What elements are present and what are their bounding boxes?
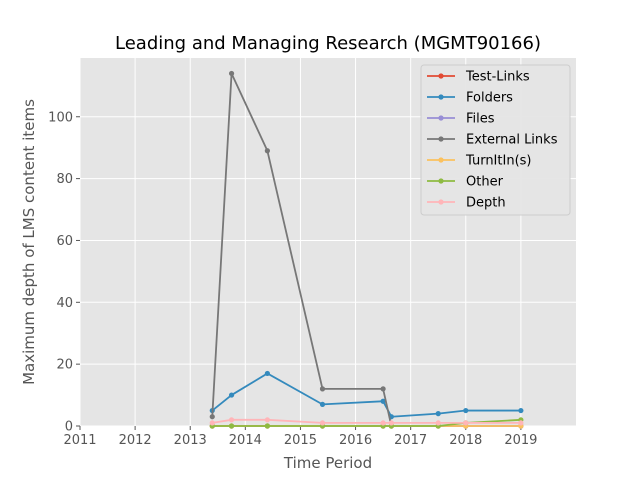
data-point [319, 386, 326, 392]
y-axis-label: Maximum depth of LMS content items [20, 99, 38, 385]
legend-item: TurnItIn(s) [427, 154, 531, 169]
legend-label: Folders [466, 91, 513, 106]
legend-marker [438, 94, 444, 100]
legend-marker [438, 73, 444, 79]
legend-box [420, 64, 571, 216]
legend-item: Depth [427, 196, 506, 211]
y-tick-label: 40 [56, 296, 73, 311]
y-tick-label: 100 [48, 110, 73, 125]
x-tick-label: 2012 [119, 433, 152, 448]
data-point [380, 386, 386, 392]
data-point [435, 420, 441, 426]
y-tick-label: 20 [56, 358, 73, 373]
y-tick-label: 80 [56, 172, 73, 187]
x-tick-label: 2017 [394, 433, 427, 448]
y-tick-label: 60 [56, 234, 73, 249]
legend-item: Folders [427, 91, 513, 106]
legend-label: Depth [466, 196, 506, 211]
x-tick-label: 2013 [174, 433, 207, 448]
series-layer [209, 70, 524, 429]
data-point [228, 70, 235, 77]
data-point [319, 401, 326, 407]
data-point [518, 407, 524, 414]
legend-marker [438, 178, 444, 184]
series-folders [209, 370, 524, 420]
legend-label: TurnItIn(s) [465, 154, 531, 169]
series-depth [209, 417, 524, 426]
data-point [209, 420, 215, 426]
data-point [228, 423, 235, 429]
legend-marker [438, 157, 444, 163]
data-point [518, 420, 524, 426]
x-tick-label: 2011 [63, 433, 96, 448]
data-point [388, 420, 394, 426]
x-tick-label: 2016 [339, 433, 372, 448]
y-tick-label: 0 [65, 420, 73, 435]
x-tick-label: 2014 [229, 433, 262, 448]
legend-marker [438, 136, 444, 142]
x-axis: 2011 2012 2013 2014 2015 2016 2017 2018 2019 [63, 426, 537, 448]
x-tick-label: 2019 [504, 433, 537, 448]
legend-label: Other [466, 175, 504, 190]
legend-label: External Links [466, 133, 558, 148]
data-point [264, 417, 270, 423]
legend-item: Test-Links [427, 70, 530, 85]
x-tick-label: 2015 [284, 433, 317, 448]
y-axis: 0 20 40 60 80 100 [48, 110, 80, 435]
data-point [380, 420, 386, 426]
legend-item: Files [427, 112, 495, 127]
series-line [211, 72, 393, 427]
legend-item: Other [427, 175, 504, 190]
chart-title: Leading and Managing Research (MGMT90166… [115, 33, 541, 54]
data-point [209, 414, 215, 420]
x-tick-label: 2018 [449, 433, 482, 448]
data-point [435, 411, 441, 417]
x-axis-label: Time Period [283, 454, 372, 472]
data-point [264, 370, 270, 377]
data-point [228, 417, 235, 423]
legend-marker [438, 115, 444, 121]
legend-item: External Links [427, 133, 558, 148]
legend: Test-Links Folders Files External Links Turn… [420, 64, 571, 216]
data-point [264, 148, 270, 154]
data-point [228, 392, 235, 398]
data-point [264, 423, 270, 429]
data-point [463, 420, 469, 426]
legend-label: Files [466, 112, 495, 127]
data-point [319, 420, 326, 426]
legend-marker [438, 199, 444, 205]
data-point [463, 407, 469, 414]
data-point [380, 398, 386, 404]
legend-label: Test-Links [465, 70, 530, 85]
